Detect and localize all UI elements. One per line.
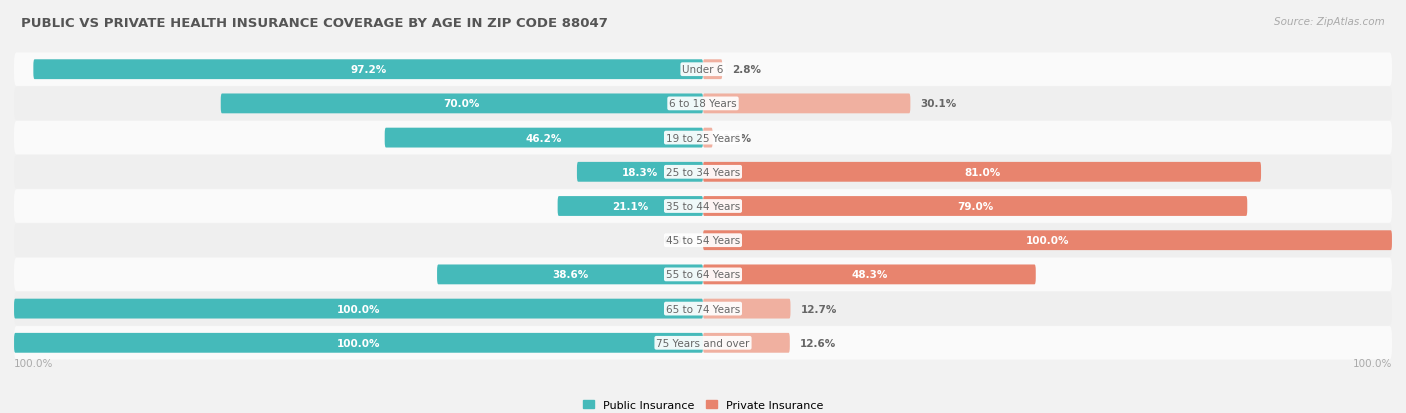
Text: 100.0%: 100.0% — [337, 338, 380, 348]
FancyBboxPatch shape — [14, 224, 1392, 257]
Text: 100.0%: 100.0% — [337, 304, 380, 314]
Text: 100.0%: 100.0% — [1026, 236, 1069, 246]
Text: 6 to 18 Years: 6 to 18 Years — [669, 99, 737, 109]
Text: Source: ZipAtlas.com: Source: ZipAtlas.com — [1274, 17, 1385, 26]
FancyBboxPatch shape — [14, 326, 1392, 360]
FancyBboxPatch shape — [703, 197, 1247, 216]
FancyBboxPatch shape — [14, 156, 1392, 189]
FancyBboxPatch shape — [14, 292, 1392, 325]
Text: 25 to 34 Years: 25 to 34 Years — [666, 167, 740, 177]
FancyBboxPatch shape — [703, 265, 1036, 285]
Text: 81.0%: 81.0% — [965, 167, 1000, 177]
Text: PUBLIC VS PRIVATE HEALTH INSURANCE COVERAGE BY AGE IN ZIP CODE 88047: PUBLIC VS PRIVATE HEALTH INSURANCE COVER… — [21, 17, 607, 29]
Text: 0.0%: 0.0% — [664, 236, 693, 246]
FancyBboxPatch shape — [703, 60, 723, 80]
FancyBboxPatch shape — [703, 333, 790, 353]
Text: 55 to 64 Years: 55 to 64 Years — [666, 270, 740, 280]
Text: 97.2%: 97.2% — [350, 65, 387, 75]
FancyBboxPatch shape — [14, 121, 1392, 155]
Text: 100.0%: 100.0% — [14, 358, 53, 368]
FancyBboxPatch shape — [14, 299, 703, 319]
FancyBboxPatch shape — [703, 231, 1392, 251]
FancyBboxPatch shape — [385, 128, 703, 148]
FancyBboxPatch shape — [703, 94, 910, 114]
FancyBboxPatch shape — [558, 197, 703, 216]
Text: 75 Years and over: 75 Years and over — [657, 338, 749, 348]
FancyBboxPatch shape — [14, 88, 1392, 121]
FancyBboxPatch shape — [34, 60, 703, 80]
Text: 100.0%: 100.0% — [1353, 358, 1392, 368]
Legend: Public Insurance, Private Insurance: Public Insurance, Private Insurance — [579, 395, 827, 413]
Text: 70.0%: 70.0% — [444, 99, 479, 109]
FancyBboxPatch shape — [703, 162, 1261, 182]
FancyBboxPatch shape — [14, 190, 1392, 223]
Text: 21.1%: 21.1% — [612, 202, 648, 211]
FancyBboxPatch shape — [703, 128, 713, 148]
FancyBboxPatch shape — [576, 162, 703, 182]
Text: 12.6%: 12.6% — [800, 338, 837, 348]
FancyBboxPatch shape — [14, 258, 1392, 292]
FancyBboxPatch shape — [14, 53, 1392, 87]
Text: 79.0%: 79.0% — [957, 202, 993, 211]
Text: 65 to 74 Years: 65 to 74 Years — [666, 304, 740, 314]
Text: 48.3%: 48.3% — [851, 270, 887, 280]
Text: 2.8%: 2.8% — [733, 65, 762, 75]
FancyBboxPatch shape — [437, 265, 703, 285]
Text: 1.4%: 1.4% — [723, 133, 752, 143]
Text: Under 6: Under 6 — [682, 65, 724, 75]
Text: 18.3%: 18.3% — [621, 167, 658, 177]
Text: 45 to 54 Years: 45 to 54 Years — [666, 236, 740, 246]
Text: 35 to 44 Years: 35 to 44 Years — [666, 202, 740, 211]
FancyBboxPatch shape — [221, 94, 703, 114]
Text: 38.6%: 38.6% — [553, 270, 588, 280]
Text: 19 to 25 Years: 19 to 25 Years — [666, 133, 740, 143]
Text: 30.1%: 30.1% — [921, 99, 957, 109]
FancyBboxPatch shape — [703, 299, 790, 319]
Text: 46.2%: 46.2% — [526, 133, 562, 143]
FancyBboxPatch shape — [14, 333, 703, 353]
Text: 12.7%: 12.7% — [801, 304, 837, 314]
